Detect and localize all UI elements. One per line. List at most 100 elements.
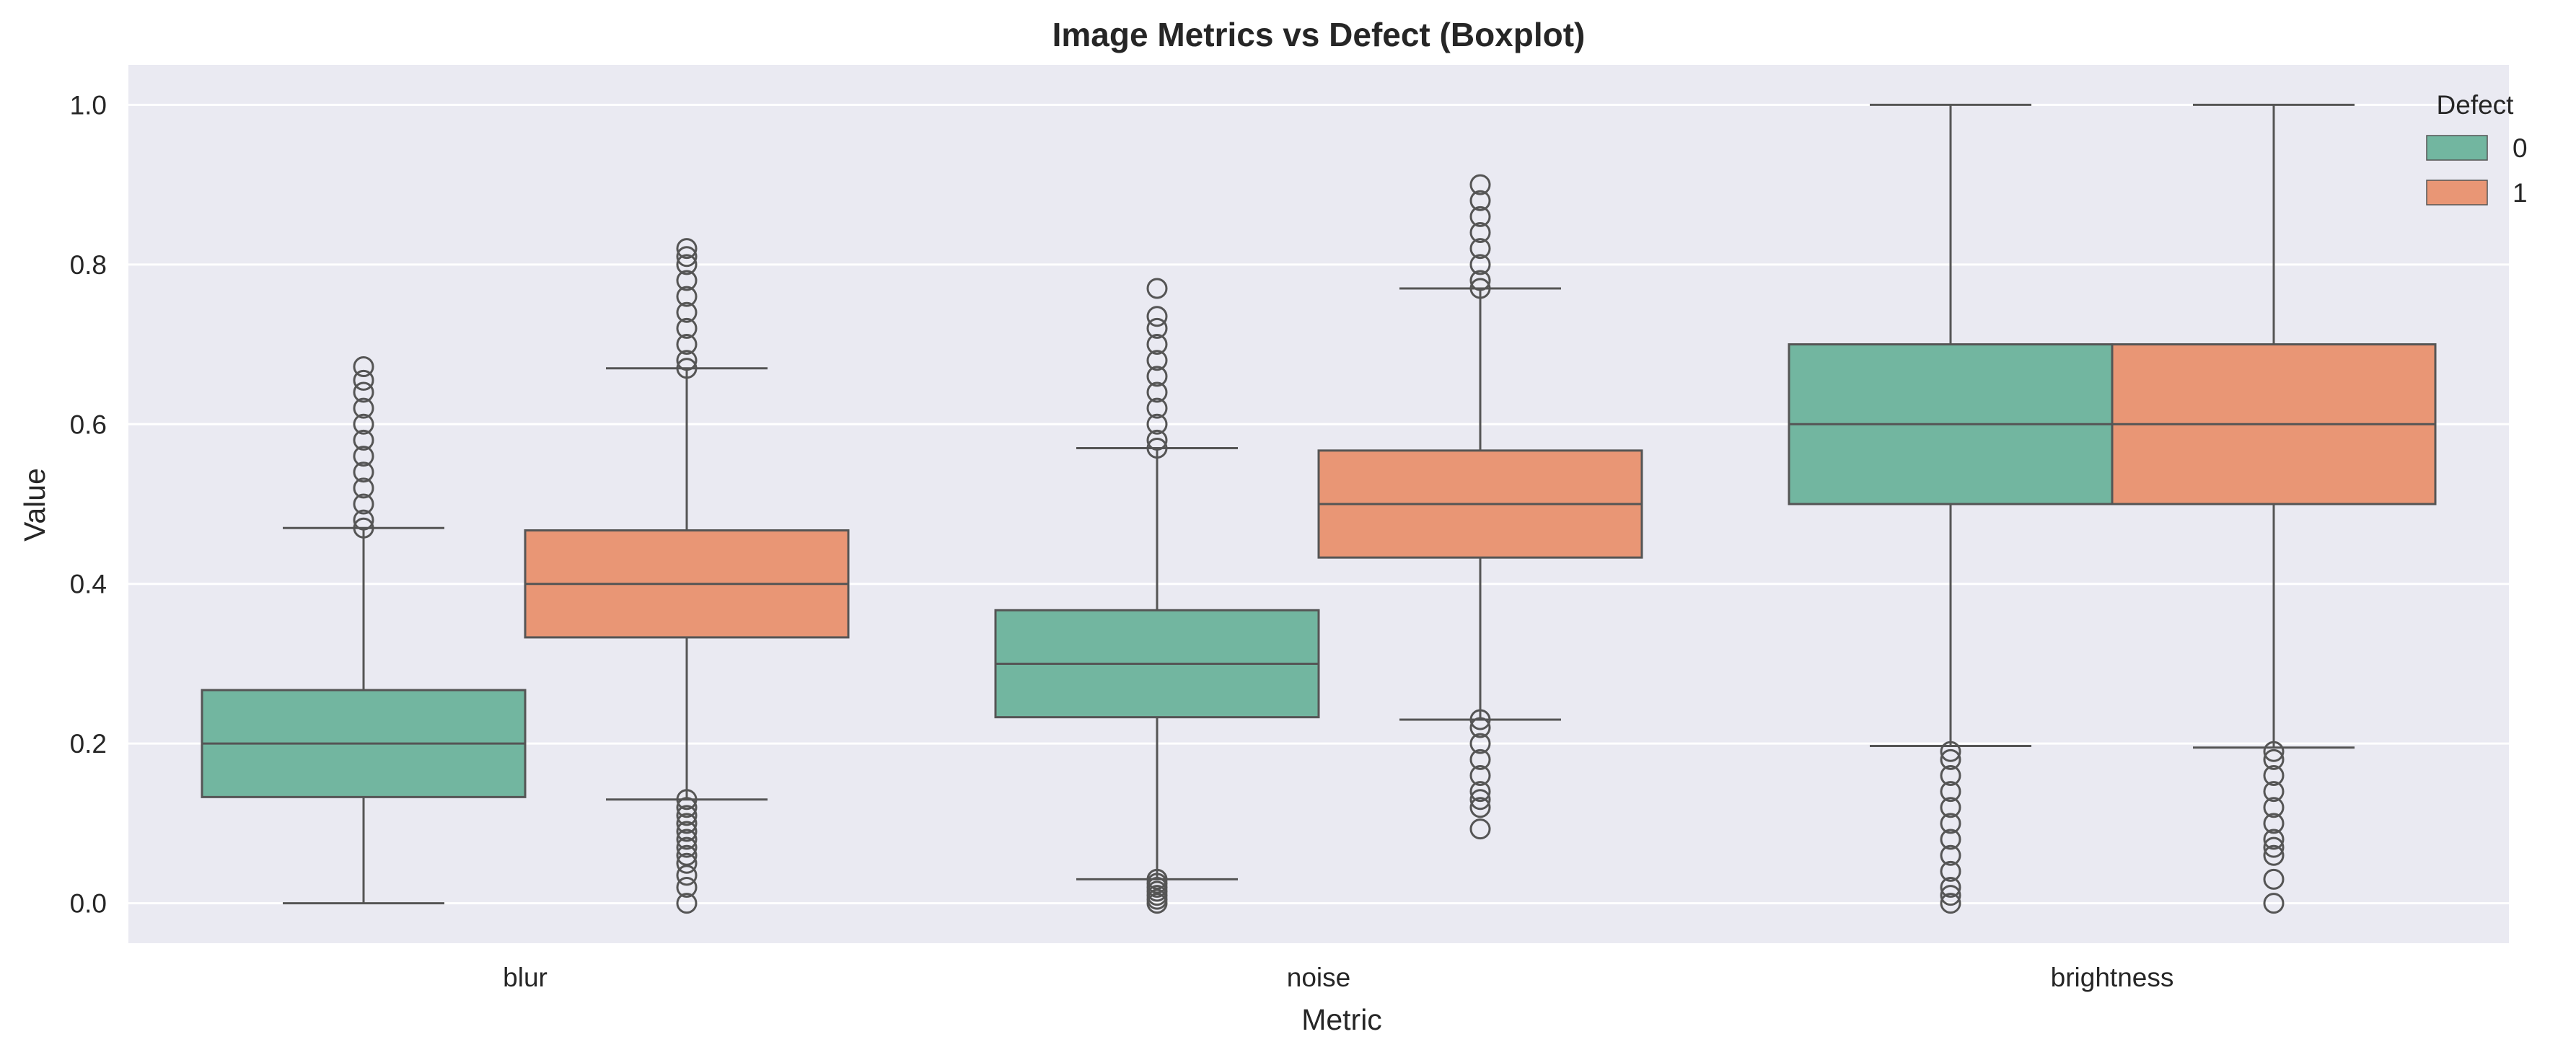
outlier-point [1146, 397, 1168, 419]
outlier-point [1146, 413, 1168, 435]
outlier-point [676, 789, 698, 811]
legend-swatch [2426, 135, 2488, 161]
outlier-point [353, 493, 374, 515]
y-tick-label: 0.4 [70, 570, 107, 599]
outlier-point [1940, 860, 1961, 882]
outlier-point [1469, 717, 1491, 738]
outlier-point [1469, 270, 1491, 291]
outlier-point [676, 254, 698, 275]
outlier-point [1940, 844, 1961, 866]
y-tick-labels: 0.0 0.2 0.4 0.6 0.8 1.0 [70, 90, 107, 918]
outlier-point [1940, 797, 1961, 818]
outlier-point [676, 301, 698, 323]
outlier-point [676, 876, 698, 898]
outlier-point [2263, 836, 2285, 858]
outlier-point [676, 829, 698, 850]
box-brightness-defect-1 [2111, 103, 2437, 914]
x-tick-label: brightness [2051, 963, 2174, 992]
x-tick-label: noise [1287, 963, 1350, 992]
legend-label: 1 [2513, 178, 2528, 208]
outlier-point [1469, 764, 1491, 786]
outlier-point [1469, 238, 1491, 260]
outlier-point [1146, 381, 1168, 403]
outlier-point [676, 836, 698, 858]
boxes [201, 103, 2437, 914]
legend-title: Defect [2437, 90, 2515, 120]
outlier-point [2263, 741, 2285, 762]
outlier-point [353, 446, 374, 467]
outlier-point [1469, 174, 1491, 195]
outlier-point [353, 413, 374, 435]
outlier-point [353, 461, 374, 483]
outlier-point [1469, 278, 1491, 299]
outlier-point [1940, 741, 1961, 762]
outlier-point [2263, 813, 2285, 834]
outlier-point [2263, 764, 2285, 786]
outlier-point [676, 286, 698, 307]
outlier-point [676, 797, 698, 818]
outlier-point [2263, 868, 2285, 890]
outlier-point [1469, 781, 1491, 803]
outlier-point [676, 358, 698, 379]
outlier-point [676, 246, 698, 268]
outlier-point [353, 356, 374, 378]
x-tick-labels: blur noise brightness [503, 963, 2173, 992]
outlier-point [1469, 254, 1491, 275]
outlier-point [1469, 789, 1491, 811]
outlier-point [676, 893, 698, 914]
outlier-point [2263, 797, 2285, 818]
box-brightness-defect-0 [1788, 103, 2114, 914]
outlier-point [1469, 709, 1491, 730]
x-tick-label: blur [503, 963, 548, 992]
outlier-point [1940, 764, 1961, 786]
outlier-point [1940, 893, 1961, 914]
outlier-point [353, 369, 374, 391]
outlier-point [2263, 844, 2285, 866]
outlier-point [2263, 893, 2285, 914]
outlier-point [676, 270, 698, 291]
outlier-point [353, 477, 374, 499]
outlier-point [676, 865, 698, 886]
box-blur-defect-1 [524, 238, 850, 914]
outlier-point [1469, 733, 1491, 754]
y-axis-label: Value [18, 468, 51, 542]
outlier-point [353, 509, 374, 531]
outlier-point [1940, 813, 1961, 834]
outlier-point [676, 317, 698, 339]
outlier-point [676, 844, 698, 866]
outlier-point [1146, 437, 1168, 459]
outlier-point [2263, 829, 2285, 850]
y-tick-label: 0.8 [70, 250, 107, 280]
legend-label: 0 [2513, 133, 2528, 163]
outlier-point [353, 429, 374, 451]
outlier-point [1146, 350, 1168, 371]
outlier-point [676, 334, 698, 355]
outlier-point [676, 821, 698, 842]
outlier-point [1469, 797, 1491, 818]
outlier-point [1469, 190, 1491, 211]
outlier-point [1940, 876, 1961, 898]
outlier-point [1146, 366, 1168, 387]
x-axis-label: Metric [1301, 1003, 1382, 1036]
outlier-point [1940, 781, 1961, 803]
outlier-point [1146, 317, 1168, 339]
legend-swatch [2426, 180, 2488, 206]
outlier-point [1940, 885, 1961, 906]
y-tick-label: 0.0 [70, 889, 107, 919]
y-tick-label: 0.6 [70, 410, 107, 439]
outlier-point [353, 517, 374, 539]
outlier-point [1940, 748, 1961, 770]
outlier-point [676, 350, 698, 371]
outlier-point [1469, 206, 1491, 227]
outlier-point [1469, 748, 1491, 770]
legend: Defect 0 1 [2426, 90, 2528, 208]
box-noise-defect-0 [994, 278, 1320, 914]
outlier-point [1146, 868, 1168, 890]
outlier-point [1146, 306, 1168, 327]
box-noise-defect-1 [1317, 174, 1643, 840]
box-blur-defect-0 [201, 356, 527, 905]
outlier-point [1469, 222, 1491, 244]
outlier-point [676, 238, 698, 260]
